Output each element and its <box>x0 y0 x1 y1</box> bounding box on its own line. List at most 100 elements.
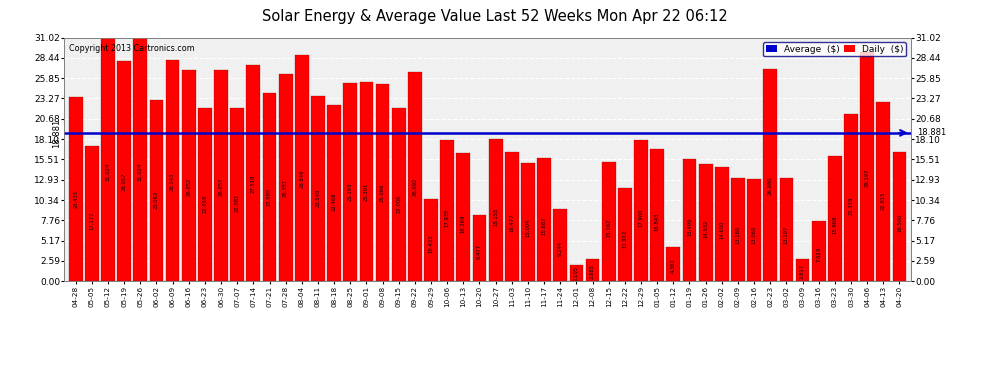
Text: 15.499: 15.499 <box>687 217 692 236</box>
Bar <box>117 61 131 281</box>
Bar <box>408 72 422 281</box>
Bar <box>198 108 212 281</box>
Bar <box>586 259 599 281</box>
Text: 23.985: 23.985 <box>267 187 272 206</box>
Bar <box>311 96 325 281</box>
Text: 13.060: 13.060 <box>751 226 756 244</box>
Text: 29.197: 29.197 <box>864 169 869 187</box>
Bar <box>376 84 389 281</box>
Text: 15.004: 15.004 <box>526 219 531 237</box>
Text: 10.433: 10.433 <box>429 235 434 254</box>
Text: 7.629: 7.629 <box>816 247 822 262</box>
Text: 18.155: 18.155 <box>493 208 498 226</box>
Text: 2.105: 2.105 <box>574 266 579 281</box>
Bar <box>699 164 713 281</box>
Bar <box>149 100 163 281</box>
Text: 4.361: 4.361 <box>671 258 676 273</box>
Text: 2.885: 2.885 <box>590 264 595 279</box>
Text: 18.881: 18.881 <box>918 128 946 137</box>
Bar <box>683 159 696 281</box>
Text: 31.024: 31.024 <box>138 162 143 181</box>
Text: 23.435: 23.435 <box>73 189 78 207</box>
Text: 16.477: 16.477 <box>509 214 515 232</box>
Bar <box>392 108 406 281</box>
Text: 26.857: 26.857 <box>219 177 224 195</box>
Bar <box>666 247 680 281</box>
Bar <box>828 156 842 281</box>
Text: 22.815: 22.815 <box>881 191 886 210</box>
Bar <box>731 178 744 281</box>
Text: 27.518: 27.518 <box>250 175 255 193</box>
Text: 14.932: 14.932 <box>703 219 708 238</box>
Bar <box>182 70 196 281</box>
Bar <box>715 166 729 281</box>
Bar <box>295 54 309 281</box>
Legend: Average  ($), Daily  ($): Average ($), Daily ($) <box>763 42 906 56</box>
Text: 26.980: 26.980 <box>768 177 773 195</box>
Text: 26.692: 26.692 <box>413 178 418 196</box>
Bar <box>538 158 551 281</box>
Text: 31.024: 31.024 <box>106 162 111 181</box>
Text: 28.143: 28.143 <box>170 172 175 191</box>
Bar <box>279 74 292 281</box>
Text: 11.912: 11.912 <box>623 230 628 248</box>
Text: 22.468: 22.468 <box>332 192 337 211</box>
Bar <box>472 214 486 281</box>
Bar <box>344 83 357 281</box>
Text: 15.687: 15.687 <box>542 216 546 235</box>
Bar <box>441 140 454 281</box>
Bar <box>650 149 664 281</box>
Bar <box>860 52 874 281</box>
Text: Solar Energy & Average Value Last 52 Weeks Mon Apr 22 06:12: Solar Energy & Average Value Last 52 Wee… <box>262 9 728 24</box>
Bar <box>68 97 82 281</box>
Text: 22.081: 22.081 <box>235 194 240 212</box>
Text: 17.935: 17.935 <box>445 209 449 227</box>
Bar <box>214 70 228 281</box>
Text: 26.852: 26.852 <box>186 177 191 195</box>
Text: 17.960: 17.960 <box>639 209 644 227</box>
Text: 23.549: 23.549 <box>316 189 321 207</box>
Bar <box>247 65 260 281</box>
Text: 22.006: 22.006 <box>396 194 401 213</box>
Bar <box>553 209 567 281</box>
Bar <box>747 178 761 281</box>
Bar <box>779 177 793 281</box>
Text: 13.180: 13.180 <box>736 225 741 244</box>
Text: 14.600: 14.600 <box>720 220 725 239</box>
Bar <box>893 152 907 281</box>
Text: 17.177: 17.177 <box>89 211 94 230</box>
Bar <box>618 188 632 281</box>
Bar <box>262 93 276 281</box>
Text: 28.849: 28.849 <box>299 170 304 189</box>
Bar <box>489 139 503 281</box>
Text: 2.817: 2.817 <box>800 264 805 279</box>
Text: 28.057: 28.057 <box>122 173 127 191</box>
Bar <box>763 69 777 281</box>
Text: 9.244: 9.244 <box>557 241 562 256</box>
Bar <box>85 146 99 281</box>
Bar <box>359 82 373 281</box>
Text: 16.843: 16.843 <box>654 213 659 231</box>
Text: 8.477: 8.477 <box>477 244 482 259</box>
Text: 18.881: 18.881 <box>51 118 60 147</box>
Text: Copyright 2013 Cartronics.com: Copyright 2013 Cartronics.com <box>68 44 194 52</box>
Text: 25.193: 25.193 <box>347 183 352 201</box>
Bar <box>569 265 583 281</box>
Text: 23.062: 23.062 <box>153 190 159 209</box>
Text: 21.319: 21.319 <box>848 196 853 215</box>
Bar <box>424 199 438 281</box>
Bar <box>796 259 810 281</box>
Bar <box>328 105 341 281</box>
Text: 15.162: 15.162 <box>606 218 611 237</box>
Bar <box>505 152 519 281</box>
Bar <box>812 221 826 281</box>
Text: 25.391: 25.391 <box>364 182 369 201</box>
Text: 25.066: 25.066 <box>380 183 385 202</box>
Bar <box>231 108 245 281</box>
Bar <box>134 38 148 281</box>
Text: 16.269: 16.269 <box>460 214 466 233</box>
Bar <box>876 102 890 281</box>
Bar <box>165 60 179 281</box>
Bar <box>635 140 647 281</box>
Text: 22.018: 22.018 <box>202 194 207 213</box>
